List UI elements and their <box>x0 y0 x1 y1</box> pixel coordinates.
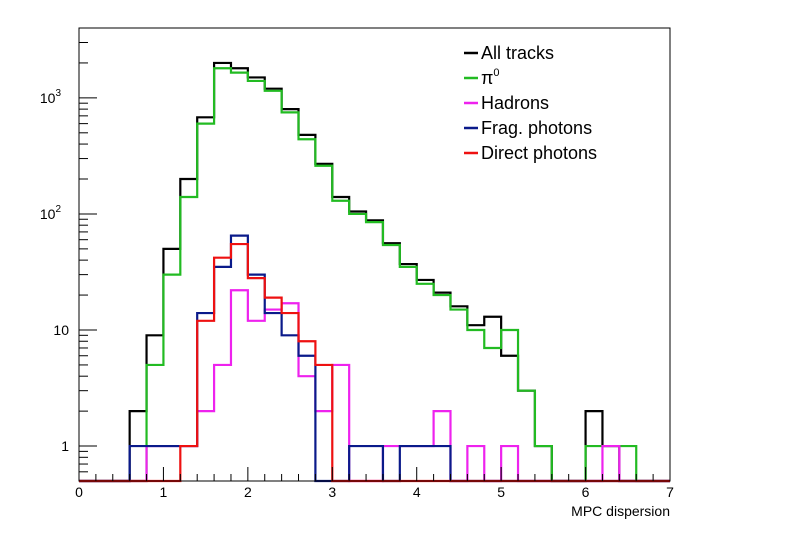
y-tick-label: 102 <box>40 204 62 222</box>
series-pi0 <box>79 67 670 483</box>
legend-label: π0 <box>481 67 500 88</box>
legend-label: All tracks <box>481 43 554 63</box>
x-tick-label: 0 <box>75 484 83 500</box>
legend-label: Hadrons <box>481 93 549 113</box>
x-tick-label: 7 <box>666 484 674 500</box>
x-tick-label: 1 <box>160 484 168 500</box>
series-hadrons <box>79 289 670 483</box>
legend: All tracks π0 Hadrons Frag. photons Direct p… <box>464 43 597 163</box>
legend-label: Frag. photons <box>481 118 592 138</box>
y-tick-label: 103 <box>40 88 62 106</box>
series-frag-photons <box>79 234 670 483</box>
x-axis-label: MPC dispersion <box>571 503 670 519</box>
legend-label: Direct photons <box>481 143 597 163</box>
x-tick-label: 2 <box>244 484 252 500</box>
y-tick-label: 10 <box>53 322 69 338</box>
x-tick-label: 3 <box>328 484 336 500</box>
axis-layer: 0 1 2 3 4 5 6 7 1 10 102 103 <box>40 27 674 500</box>
x-tick-label: 4 <box>413 484 421 500</box>
y-tick-label: 1 <box>61 438 69 454</box>
x-tick-label: 5 <box>497 484 505 500</box>
x-tick-label: 6 <box>582 484 590 500</box>
plot-frame <box>78 27 671 482</box>
